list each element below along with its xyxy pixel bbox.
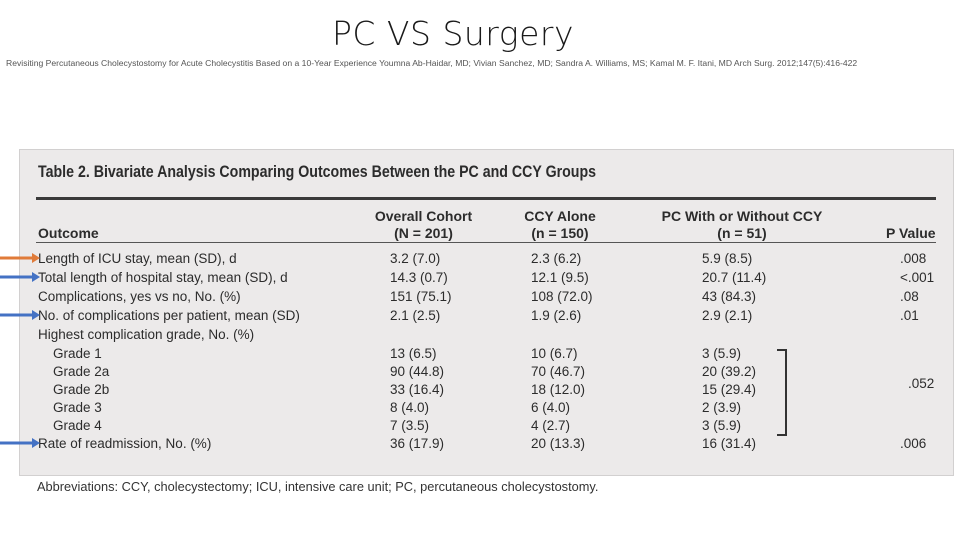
cell-overall: 3.2 (7.0) xyxy=(390,251,441,266)
cell-overall: 14.3 (0.7) xyxy=(390,270,448,285)
arrow-icu-icon xyxy=(0,253,40,263)
arrow-readmission-icon xyxy=(0,438,40,448)
cell-ccy: 70 (46.7) xyxy=(531,364,586,379)
header-overall: Overall Cohort (N = 201) xyxy=(361,208,486,242)
cell-p-value: .006 xyxy=(900,436,927,451)
table-row: No. of complications per patient, mean (… xyxy=(20,308,953,326)
cell-outcome: Total length of hospital stay, mean (SD)… xyxy=(38,270,288,285)
cell-p-value: .01 xyxy=(900,308,919,323)
grade-p-value: .052 xyxy=(908,376,935,391)
cell-outcome: Grade 2a xyxy=(53,364,110,379)
cell-p-value: .008 xyxy=(900,251,927,266)
cell-pc: 2 (3.9) xyxy=(702,400,742,415)
cell-p-value: .08 xyxy=(900,289,919,304)
cell-pc: 20 (39.2) xyxy=(702,364,757,379)
cell-ccy: 2.3 (6.2) xyxy=(531,251,582,266)
cell-overall: 8 (4.0) xyxy=(390,400,430,415)
cell-outcome: Grade 4 xyxy=(53,418,102,433)
cell-outcome: Complications, yes vs no, No. (%) xyxy=(38,289,241,304)
cell-outcome: Grade 2b xyxy=(53,382,110,397)
header-pc: PC With or Without CCY (n = 51) xyxy=(652,208,832,242)
header-pc-title: PC With or Without CCY xyxy=(661,208,823,224)
cell-overall: 2.1 (2.5) xyxy=(390,308,441,323)
table-row: Grade 1 13 (6.5) 10 (6.7) 3 (5.9) xyxy=(20,346,953,364)
table-image: Table 2. Bivariate Analysis Comparing Ou… xyxy=(19,149,954,476)
header-rule-bottom xyxy=(36,242,936,243)
cell-overall: 33 (16.4) xyxy=(390,382,445,397)
cell-ccy: 10 (6.7) xyxy=(531,346,578,361)
header-overall-title: Overall Cohort xyxy=(374,208,473,224)
cell-overall: 36 (17.9) xyxy=(390,436,445,451)
cell-pc: 20.7 (11.4) xyxy=(702,270,767,285)
cell-outcome: No. of complications per patient, mean (… xyxy=(38,308,300,323)
cell-outcome: Length of ICU stay, mean (SD), d xyxy=(38,251,237,266)
cell-outcome: Rate of readmission, No. (%) xyxy=(38,436,212,451)
cell-pc: 43 (84.3) xyxy=(702,289,757,304)
cell-pc: 3 (5.9) xyxy=(702,418,742,433)
header-ccy-title: CCY Alone xyxy=(524,208,596,224)
cell-ccy: 1.9 (2.6) xyxy=(531,308,582,323)
table-row: Highest complication grade, No. (%) xyxy=(20,327,953,345)
cell-outcome: Grade 3 xyxy=(53,400,102,415)
table-row: Grade 2b 33 (16.4) 18 (12.0) 15 (29.4) xyxy=(20,382,953,400)
header-ccy-n: (n = 150) xyxy=(531,225,589,241)
cell-ccy: 18 (12.0) xyxy=(531,382,586,397)
cell-overall: 7 (3.5) xyxy=(390,418,430,433)
cell-ccy: 20 (13.3) xyxy=(531,436,586,451)
cell-ccy: 12.1 (9.5) xyxy=(531,270,589,285)
header-overall-n: (N = 201) xyxy=(394,225,453,241)
table-row: Grade 3 8 (4.0) 6 (4.0) 2 (3.9) xyxy=(20,400,953,418)
table-caption: Table 2. Bivariate Analysis Comparing Ou… xyxy=(38,163,597,181)
cell-ccy: 108 (72.0) xyxy=(531,289,593,304)
header-rule-top xyxy=(36,197,936,200)
slide-title: PC VS Surgery xyxy=(332,14,574,53)
header-outcome: Outcome xyxy=(38,225,99,241)
cell-pc: 15 (29.4) xyxy=(702,382,757,397)
cell-outcome: Highest complication grade, No. (%) xyxy=(38,327,255,342)
cell-pc: 2.9 (2.1) xyxy=(702,308,753,323)
cell-overall: 90 (44.8) xyxy=(390,364,445,379)
table-row: Grade 2a 90 (44.8) 70 (46.7) 20 (39.2) xyxy=(20,364,953,382)
header-ccy: CCY Alone (n = 150) xyxy=(510,208,610,242)
arrow-complications-per-patient-icon xyxy=(0,310,40,320)
cell-outcome: Grade 1 xyxy=(53,346,102,361)
cell-p-value: <.001 xyxy=(900,270,935,285)
header-p-value: P Value xyxy=(886,225,936,241)
cell-pc: 16 (31.4) xyxy=(702,436,757,451)
abbreviations-note: Abbreviations: CCY, cholecystectomy; ICU… xyxy=(37,479,599,494)
cell-pc: 3 (5.9) xyxy=(702,346,742,361)
cell-overall: 13 (6.5) xyxy=(390,346,437,361)
cell-ccy: 4 (2.7) xyxy=(531,418,571,433)
table-row: Complications, yes vs no, No. (%) 151 (7… xyxy=(20,289,953,307)
table-row: Length of ICU stay, mean (SD), d 3.2 (7.… xyxy=(20,251,953,269)
cell-overall: 151 (75.1) xyxy=(390,289,452,304)
table-row: Grade 4 7 (3.5) 4 (2.7) 3 (5.9) xyxy=(20,418,953,436)
table-row: Total length of hospital stay, mean (SD)… xyxy=(20,270,953,288)
grade-bracket xyxy=(777,349,787,436)
cell-ccy: 6 (4.0) xyxy=(531,400,571,415)
arrow-hospital-stay-icon xyxy=(0,272,40,282)
table-row: Rate of readmission, No. (%) 36 (17.9) 2… xyxy=(20,436,953,454)
header-pc-n: (n = 51) xyxy=(717,225,767,241)
cell-pc: 5.9 (8.5) xyxy=(702,251,753,266)
citation: Revisiting Percutaneous Cholecystostomy … xyxy=(6,58,858,68)
